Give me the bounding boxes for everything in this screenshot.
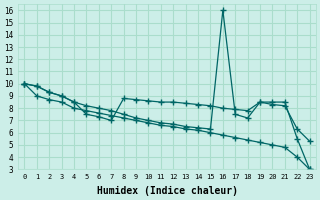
- X-axis label: Humidex (Indice chaleur): Humidex (Indice chaleur): [97, 186, 237, 196]
